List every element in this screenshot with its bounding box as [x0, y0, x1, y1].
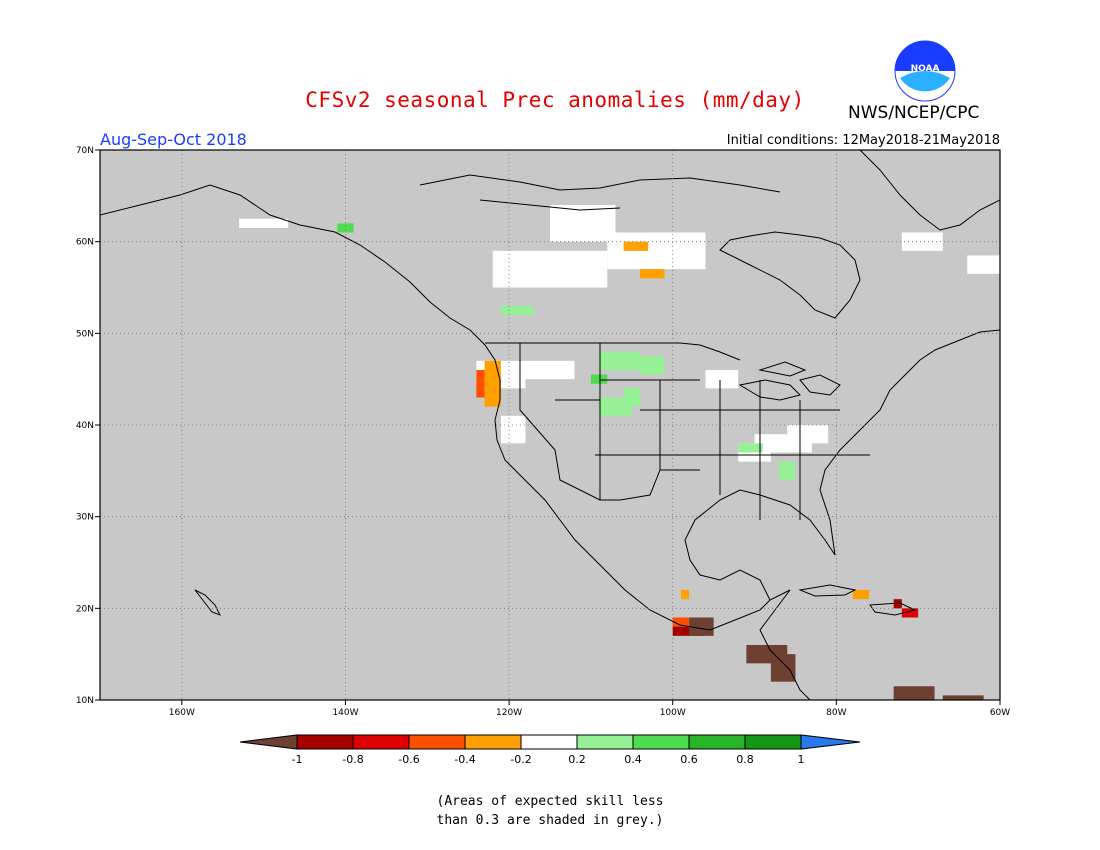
colorbar-label: -0.8 — [342, 753, 363, 766]
footnote-line-2: than 0.3 are shaded in grey.) — [436, 813, 664, 828]
colorbar-bin — [744, 734, 802, 750]
anomaly-patch — [893, 599, 902, 609]
lon-tick-label: 100W — [660, 708, 686, 718]
anomaly-patch — [640, 269, 665, 279]
lon-tick-label: 80W — [826, 708, 846, 718]
anomaly-patch — [787, 425, 829, 444]
precip-anomaly-map: 160W 140W 120W 100W 80W 60W 10N 20N 30N 40N 50N 60… — [76, 146, 1010, 766]
noaa-logo: NOAA — [894, 40, 956, 106]
anomaly-patch — [590, 374, 608, 384]
colorbar-bin — [688, 734, 746, 750]
colorbar-bin — [464, 734, 522, 750]
anomaly-patch — [770, 654, 796, 682]
anomaly-patch — [705, 370, 739, 389]
anomaly-patch — [901, 608, 919, 618]
color-legend: -1 -0.8 -0.6 -0.4 -0.2 0.2 0.4 0.6 0.8 1 — [239, 734, 861, 766]
anomaly-patch — [239, 218, 289, 228]
lat-tick-label: 50N — [76, 329, 94, 339]
colorbar-label: 0.6 — [680, 753, 698, 766]
anomaly-patch — [640, 356, 665, 375]
lon-tick-label: 140W — [332, 708, 358, 718]
anomaly-patch — [623, 241, 649, 251]
anomaly-patch — [500, 305, 534, 315]
anomaly-patch — [607, 232, 706, 270]
map-title: CFSv2 seasonal Prec anomalies (mm/day) — [305, 88, 805, 112]
colorbar-bin — [352, 734, 410, 750]
colorbar-label: 0.2 — [568, 753, 586, 766]
coastlines — [100, 150, 1000, 700]
anomaly-patch — [942, 695, 984, 700]
colorbar-bin — [296, 734, 354, 750]
anomaly-patch — [967, 255, 1000, 274]
anomaly-patches — [239, 205, 1000, 700]
anomaly-patch — [525, 360, 575, 380]
lat-tick-label: 10N — [76, 696, 94, 706]
longitude-ticks: 160W 140W 120W 100W 80W 60W — [169, 700, 1010, 718]
colorbar-label: 0.4 — [624, 753, 642, 766]
lat-tick-label: 40N — [76, 421, 94, 431]
colorbar-label: 0.8 — [736, 753, 754, 766]
anomaly-patch — [680, 590, 690, 600]
anomaly-patch — [484, 360, 501, 407]
logo-text: NOAA — [911, 64, 940, 74]
anomaly-patch — [901, 232, 943, 251]
colorbar-label: -0.4 — [454, 753, 475, 766]
colorbar-label: -0.2 — [510, 753, 531, 766]
anomaly-patch — [779, 461, 796, 480]
skill-footnote: (Areas of expected skill less than 0.3 a… — [0, 792, 1100, 830]
anomaly-patch — [500, 415, 526, 444]
anomaly-patch — [492, 250, 608, 288]
anomaly-patch — [550, 205, 616, 242]
latitude-ticks: 10N 20N 30N 40N 50N 60N 70N — [76, 146, 100, 706]
anomaly-patch — [738, 443, 763, 453]
lat-tick-label: 60N — [76, 238, 94, 248]
anomaly-patch — [337, 223, 354, 233]
lon-tick-label: 120W — [496, 708, 522, 718]
anomaly-patch — [689, 617, 714, 636]
colorbar-bin — [576, 734, 634, 750]
footnote-line-1: (Areas of expected skill less — [436, 794, 664, 809]
anomaly-patch — [476, 370, 485, 398]
initial-conditions-label: Initial conditions: 12May2018-21May2018 — [726, 133, 1000, 148]
colorbar-bin — [632, 734, 690, 750]
anomaly-patch — [599, 351, 640, 370]
lat-tick-label: 30N — [76, 513, 94, 523]
anomaly-patch — [623, 388, 640, 407]
lon-tick-label: 160W — [169, 708, 195, 718]
season-label: Aug-Sep-Oct 2018 — [100, 130, 247, 149]
colorbar-label: -1 — [292, 753, 303, 766]
colorbar-label: 1 — [798, 753, 805, 766]
anomaly-patch — [672, 617, 690, 627]
lat-tick-label: 70N — [76, 146, 94, 156]
anomaly-patch — [852, 590, 870, 600]
agency-label: NWS/NCEP/CPC — [848, 103, 980, 123]
colorbar-bin — [408, 734, 466, 750]
colorbar-bin — [520, 734, 578, 750]
lat-tick-label: 20N — [76, 604, 94, 614]
colorbar-arrow-high — [800, 734, 861, 750]
lon-tick-label: 60W — [990, 708, 1010, 718]
colorbar-label: -0.6 — [398, 753, 419, 766]
colorbar-arrow-low — [239, 734, 298, 750]
anomaly-patch — [893, 686, 935, 700]
